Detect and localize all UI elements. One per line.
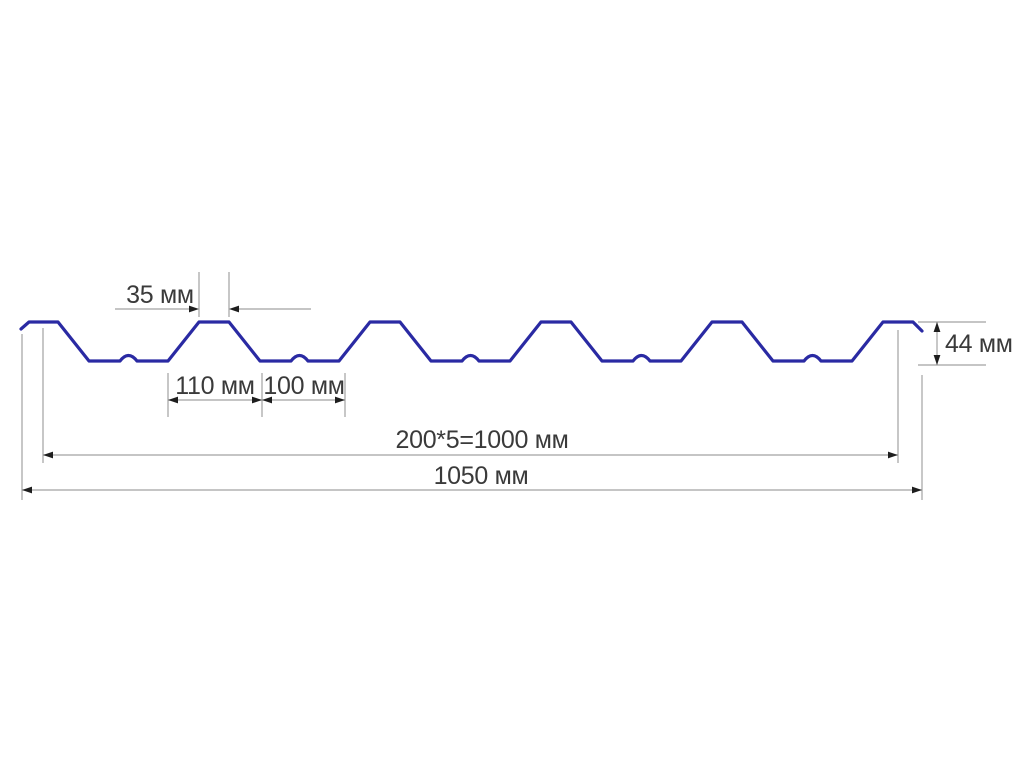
arrowhead-right-icon	[252, 396, 262, 404]
dimension-working-width: 200*5=1000 мм	[42, 328, 899, 463]
dimension-valley-width: 100 мм	[262, 372, 346, 417]
dimension-label-35mm: 35 мм	[126, 281, 194, 309]
dimension-label-110mm: 110 мм	[175, 372, 254, 400]
arrowhead-right-icon	[912, 486, 922, 494]
arrowhead-up-icon	[933, 322, 941, 332]
arrowhead-right-icon	[189, 305, 199, 313]
dimension-profile-height: 44 мм	[918, 321, 1013, 366]
arrowhead-left-icon	[43, 451, 53, 459]
dimension-rib-base-width: 110 мм	[167, 372, 263, 417]
dimension-label-1000mm: 200*5=1000 мм	[396, 426, 569, 454]
dimension-label-100mm: 100 мм	[263, 372, 344, 400]
arrowhead-left-icon	[22, 486, 32, 494]
dimension-rib-top-width: 35 мм	[115, 272, 311, 317]
dimension-label-1050mm: 1050 мм	[434, 462, 529, 490]
sheet-profile-outline	[19, 320, 924, 363]
arrowhead-left-icon	[168, 396, 178, 404]
arrowhead-right-icon	[335, 396, 345, 404]
arrowhead-left-icon	[262, 396, 272, 404]
arrowhead-right-icon	[888, 451, 898, 459]
arrowhead-left-icon	[229, 305, 239, 313]
dimension-label-44mm: 44 мм	[945, 330, 1013, 358]
arrowhead-down-icon	[933, 355, 941, 365]
dimension-overall-width: 1050 мм	[21, 334, 923, 500]
